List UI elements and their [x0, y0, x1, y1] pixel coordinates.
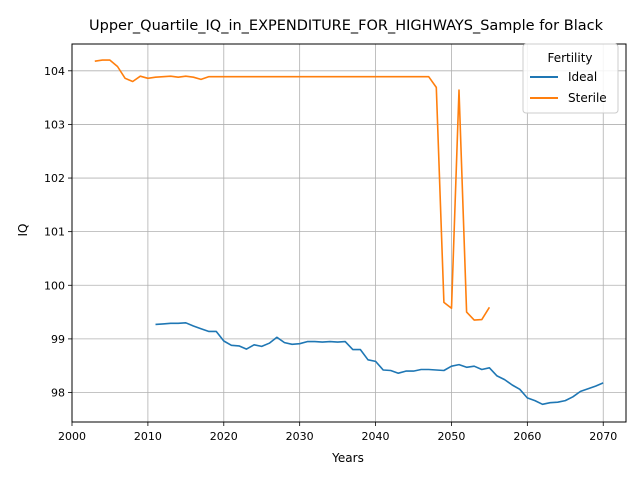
x-tick-label: 2020 [210, 430, 238, 443]
y-tick-label: 98 [51, 387, 65, 400]
legend: Fertility Ideal Sterile [522, 43, 619, 114]
plot-area-frame [71, 43, 627, 423]
y-tick-label: 103 [44, 118, 65, 131]
chart-title: Upper_Quartile_IQ_in_EXPENDITURE_FOR_HIG… [89, 18, 604, 34]
legend-label-sterile: Sterile [568, 91, 607, 105]
legend-box [522, 43, 619, 114]
x-tick-label: 2030 [286, 430, 314, 443]
y-tick-label: 100 [44, 279, 65, 292]
y-tick-label: 99 [51, 333, 65, 346]
x-axis-label: Years [331, 451, 364, 465]
legend-title: Fertility [547, 51, 592, 65]
series-lines [94, 59, 604, 406]
x-tick-label: 2050 [437, 430, 465, 443]
y-tick-label: 102 [44, 172, 65, 185]
x-tick-label: 2010 [134, 430, 162, 443]
x-tick-label: 2040 [362, 430, 390, 443]
x-tick-label: 2070 [589, 430, 617, 443]
y-tick-label: 104 [44, 65, 65, 78]
legend-label-ideal: Ideal [568, 70, 597, 84]
axis-ticks: 2000 2010 2020 2030 2040 2050 2060 2070 98 99 100 1… [44, 65, 617, 443]
series-line-sterile [94, 59, 491, 321]
x-tick-label: 2000 [58, 430, 86, 443]
x-tick-label: 2060 [513, 430, 541, 443]
y-tick-label: 101 [44, 226, 65, 239]
y-axis-label: IQ [16, 224, 30, 237]
series-line-ideal [155, 321, 604, 406]
